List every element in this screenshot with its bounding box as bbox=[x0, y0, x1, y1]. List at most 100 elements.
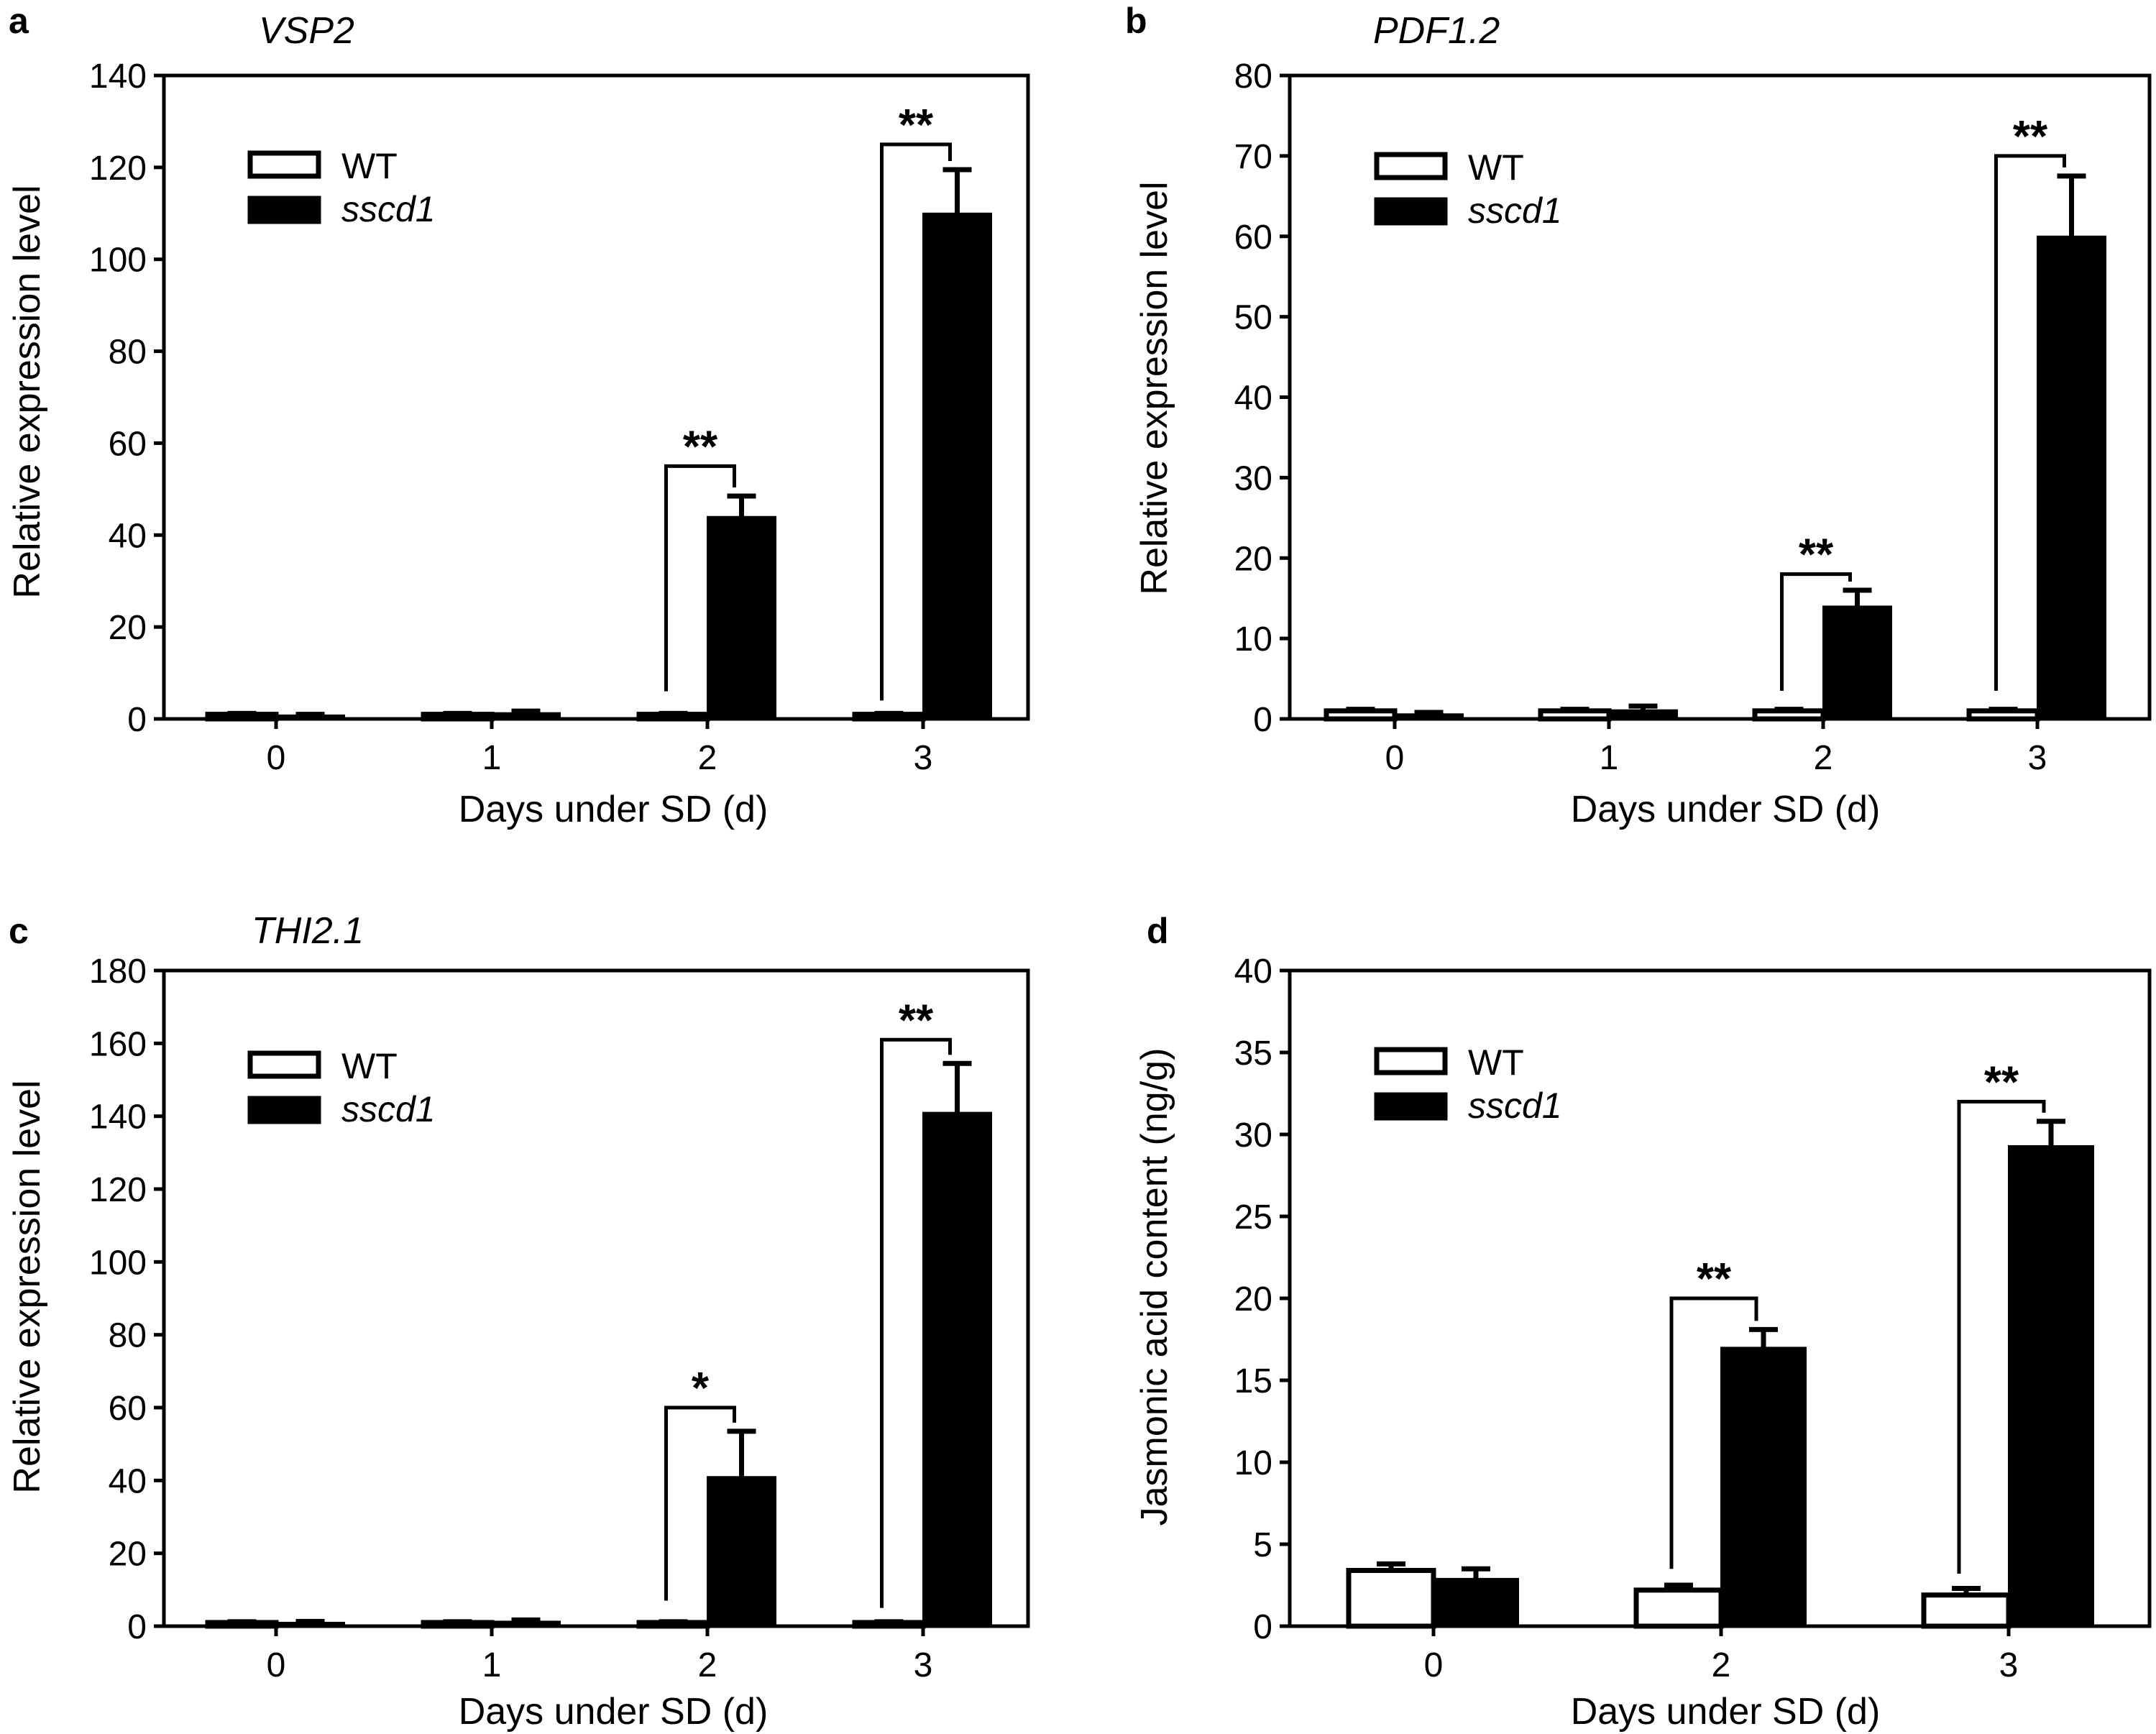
panel-b-ylabel: Relative expression level bbox=[1134, 181, 1175, 595]
panel-b-xlabel: Days under SD (d) bbox=[1571, 789, 1881, 830]
panel-a-plot-frame bbox=[162, 73, 1030, 721]
y-tick-label: 140 bbox=[89, 58, 147, 96]
panel-d-xlabel: Days under SD (d) bbox=[1571, 1691, 1881, 1733]
panel-d-legend: WT sscd1 bbox=[1374, 1042, 1562, 1126]
y-tick-label: 120 bbox=[89, 150, 147, 188]
significance-bracket bbox=[664, 1405, 736, 1601]
significance-bracket bbox=[664, 464, 736, 692]
significance-bracket bbox=[880, 1037, 952, 1608]
bar-sscd1-day-2 bbox=[1822, 605, 1892, 720]
significance-marker: ** bbox=[1799, 531, 1834, 580]
legend-label-wt: WT bbox=[341, 146, 398, 186]
y-tick-label: 30 bbox=[1234, 1116, 1272, 1155]
bar-sscd1-day-1 bbox=[491, 712, 561, 720]
significance-bracket bbox=[1957, 1099, 2046, 1574]
y-tick-label: 40 bbox=[1234, 380, 1272, 418]
y-tick-label: 140 bbox=[89, 1098, 147, 1137]
x-tick-label: 1 bbox=[1600, 739, 1619, 777]
panel-a-title: VSP2 bbox=[259, 10, 354, 52]
significance-bracket bbox=[1669, 1296, 1758, 1569]
y-tick-label: 180 bbox=[89, 953, 147, 991]
legend-label-sscd1: sscd1 bbox=[1468, 1086, 1562, 1126]
y-tick-label: 120 bbox=[89, 1171, 147, 1209]
x-tick-label: 2 bbox=[698, 1646, 717, 1684]
legend-swatch-sscd1 bbox=[1374, 1092, 1448, 1121]
y-tick-label: 0 bbox=[1253, 701, 1272, 739]
y-tick-label: 5 bbox=[1253, 1526, 1272, 1564]
bar-sscd1-day-2 bbox=[707, 1476, 776, 1627]
panel-label-b: b bbox=[1125, 1, 1147, 41]
legend-swatch-sscd1 bbox=[247, 1096, 321, 1124]
panel-a-ylabel: Relative expression level bbox=[6, 185, 48, 598]
y-tick-label: 0 bbox=[127, 701, 147, 739]
panel-a-plot: 0 20 40 60 80 100 120 140 0 1 2 3 ** ** bbox=[89, 58, 1030, 777]
x-tick-label: 3 bbox=[1999, 1646, 2019, 1684]
panel-b: b PDF1.2 Relative expression level Days … bbox=[1125, 1, 1880, 830]
legend-swatch-wt bbox=[1374, 1047, 1448, 1075]
panel-a-xlabel: Days under SD (d) bbox=[459, 789, 769, 830]
panel-a-legend: WT sscd1 bbox=[247, 146, 436, 229]
legend-swatch-wt bbox=[247, 150, 321, 179]
y-tick-label: 15 bbox=[1234, 1362, 1272, 1400]
x-tick-label: 1 bbox=[482, 739, 502, 777]
significance-marker: ** bbox=[899, 101, 934, 150]
bar-sscd1-day-3 bbox=[2008, 1144, 2094, 1627]
bar-sscd1-day-2 bbox=[707, 515, 776, 720]
y-tick-label: 20 bbox=[109, 609, 147, 647]
significance-marker: ** bbox=[1697, 1254, 1732, 1304]
y-tick-label: 60 bbox=[109, 425, 147, 463]
panel-label-d: d bbox=[1147, 911, 1169, 951]
y-tick-label: 40 bbox=[1234, 953, 1272, 991]
significance-marker: ** bbox=[2013, 112, 2048, 162]
y-tick-label: 20 bbox=[1234, 540, 1272, 578]
significance-bracket bbox=[1994, 154, 2066, 691]
legend-swatch-sscd1 bbox=[1374, 197, 1448, 226]
legend-label-sscd1: sscd1 bbox=[341, 1089, 436, 1129]
bar-wt-day-2 bbox=[1752, 708, 1826, 722]
y-tick-label: 80 bbox=[1234, 58, 1272, 96]
legend-label-wt: WT bbox=[341, 1046, 398, 1086]
y-tick-label: 40 bbox=[109, 1462, 147, 1500]
bar-wt-day-2 bbox=[1633, 1587, 1724, 1629]
panel-label-c: c bbox=[9, 911, 29, 951]
panel-b-plot: 0 10 20 30 40 50 60 70 80 0 1 2 3 ** ** bbox=[1234, 58, 2152, 777]
legend-swatch-sscd1 bbox=[247, 196, 321, 224]
y-tick-label: 30 bbox=[1234, 459, 1272, 497]
x-tick-label: 0 bbox=[1424, 1646, 1444, 1684]
y-tick-label: 0 bbox=[1253, 1608, 1272, 1646]
significance-marker: ** bbox=[683, 422, 718, 472]
legend-swatch-wt bbox=[1374, 152, 1448, 180]
legend-label-sscd1: sscd1 bbox=[341, 189, 436, 229]
panel-b-title: PDF1.2 bbox=[1373, 10, 1500, 52]
y-tick-label: 25 bbox=[1234, 1198, 1272, 1237]
significance-bracket bbox=[1780, 572, 1852, 691]
bar-wt-day-0 bbox=[1324, 708, 1398, 722]
y-tick-label: 80 bbox=[109, 334, 147, 372]
x-tick-label: 3 bbox=[914, 739, 933, 777]
y-tick-label: 40 bbox=[109, 517, 147, 555]
y-tick-label: 80 bbox=[109, 1317, 147, 1355]
legend-swatch-wt bbox=[247, 1050, 321, 1079]
significance-marker: * bbox=[692, 1364, 710, 1413]
y-tick-label: 70 bbox=[1234, 138, 1272, 176]
bar-sscd1-day-3 bbox=[922, 212, 992, 720]
y-tick-label: 20 bbox=[109, 1536, 147, 1574]
y-tick-label: 60 bbox=[109, 1390, 147, 1428]
panel-c-legend: WT sscd1 bbox=[247, 1046, 436, 1129]
bar-sscd1-day-3 bbox=[922, 1111, 992, 1627]
y-tick-label: 50 bbox=[1234, 299, 1272, 337]
bar-wt-day-3 bbox=[1966, 708, 2040, 722]
panel-c-ylabel: Relative expression level bbox=[6, 1080, 48, 1493]
x-tick-label: 0 bbox=[1385, 739, 1405, 777]
x-tick-label: 1 bbox=[482, 1646, 502, 1684]
bar-sscd1-day-3 bbox=[2037, 235, 2106, 720]
y-tick-label: 10 bbox=[1234, 1444, 1272, 1482]
x-tick-label: 0 bbox=[267, 1646, 286, 1684]
y-tick-label: 10 bbox=[1234, 620, 1272, 659]
bar-sscd1-day-1 bbox=[1608, 709, 1678, 720]
panel-d-plot: 0 5 10 15 20 25 30 35 40 0 2 3 ** ** bbox=[1234, 953, 2152, 1684]
x-tick-label: 3 bbox=[2028, 739, 2047, 777]
